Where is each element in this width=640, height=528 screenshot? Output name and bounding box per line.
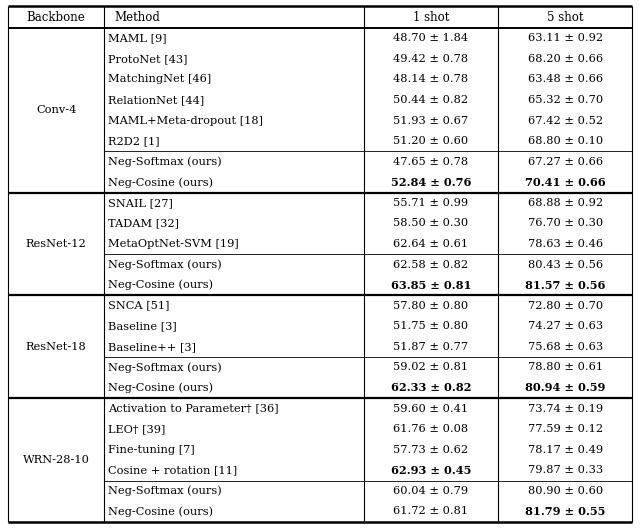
Text: 78.80 ± 0.61: 78.80 ± 0.61 <box>527 362 603 372</box>
Text: 80.43 ± 0.56: 80.43 ± 0.56 <box>527 260 603 269</box>
Text: RelationNet [44]: RelationNet [44] <box>108 95 205 105</box>
Text: 1 shot: 1 shot <box>413 11 449 24</box>
Text: 79.87 ± 0.33: 79.87 ± 0.33 <box>527 465 603 475</box>
Text: SNAIL [27]: SNAIL [27] <box>108 198 173 208</box>
Text: Neg-Softmax (ours): Neg-Softmax (ours) <box>108 486 222 496</box>
Text: TADAM [32]: TADAM [32] <box>108 219 179 229</box>
Text: 65.32 ± 0.70: 65.32 ± 0.70 <box>527 95 603 105</box>
Text: Backbone: Backbone <box>27 11 86 24</box>
Text: Fine-tuning [7]: Fine-tuning [7] <box>108 445 195 455</box>
Text: Neg-Softmax (ours): Neg-Softmax (ours) <box>108 156 222 167</box>
Text: 76.70 ± 0.30: 76.70 ± 0.30 <box>527 219 603 229</box>
Text: 59.60 ± 0.41: 59.60 ± 0.41 <box>394 403 468 413</box>
Text: Cosine + rotation [11]: Cosine + rotation [11] <box>108 465 237 475</box>
Text: Conv-4: Conv-4 <box>36 105 76 115</box>
Text: 55.71 ± 0.99: 55.71 ± 0.99 <box>394 198 468 208</box>
Text: 48.70 ± 1.84: 48.70 ± 1.84 <box>394 33 468 43</box>
Text: 62.33 ± 0.82: 62.33 ± 0.82 <box>390 382 471 393</box>
Text: 77.59 ± 0.12: 77.59 ± 0.12 <box>527 424 603 434</box>
Text: Neg-Softmax (ours): Neg-Softmax (ours) <box>108 259 222 270</box>
Text: 62.93 ± 0.45: 62.93 ± 0.45 <box>390 465 471 476</box>
Text: Method: Method <box>115 11 161 24</box>
Text: 62.58 ± 0.82: 62.58 ± 0.82 <box>394 260 468 269</box>
Text: 5 shot: 5 shot <box>547 11 584 24</box>
Text: 59.02 ± 0.81: 59.02 ± 0.81 <box>394 362 468 372</box>
Text: LEO† [39]: LEO† [39] <box>108 424 166 434</box>
Text: 67.42 ± 0.52: 67.42 ± 0.52 <box>527 116 603 126</box>
Text: 61.72 ± 0.81: 61.72 ± 0.81 <box>394 506 468 516</box>
Text: 81.79 ± 0.55: 81.79 ± 0.55 <box>525 506 605 517</box>
Text: 52.84 ± 0.76: 52.84 ± 0.76 <box>390 177 471 188</box>
Text: 47.65 ± 0.78: 47.65 ± 0.78 <box>394 157 468 167</box>
Text: 68.20 ± 0.66: 68.20 ± 0.66 <box>527 54 603 64</box>
Text: R2D2 [1]: R2D2 [1] <box>108 136 160 146</box>
Text: MetaOptNet-SVM [19]: MetaOptNet-SVM [19] <box>108 239 239 249</box>
Text: 61.76 ± 0.08: 61.76 ± 0.08 <box>394 424 468 434</box>
Text: Baseline++ [3]: Baseline++ [3] <box>108 342 196 352</box>
Text: MAML [9]: MAML [9] <box>108 33 167 43</box>
Text: ResNet-12: ResNet-12 <box>26 239 86 249</box>
Text: 62.64 ± 0.61: 62.64 ± 0.61 <box>394 239 468 249</box>
Text: 58.50 ± 0.30: 58.50 ± 0.30 <box>394 219 468 229</box>
Text: ResNet-18: ResNet-18 <box>26 342 86 352</box>
Text: 63.48 ± 0.66: 63.48 ± 0.66 <box>527 74 603 84</box>
Text: 68.80 ± 0.10: 68.80 ± 0.10 <box>527 136 603 146</box>
Text: Baseline [3]: Baseline [3] <box>108 321 177 331</box>
Text: SNCA [51]: SNCA [51] <box>108 300 170 310</box>
Text: Neg-Cosine (ours): Neg-Cosine (ours) <box>108 506 214 517</box>
Text: 51.87 ± 0.77: 51.87 ± 0.77 <box>394 342 468 352</box>
Text: Neg-Cosine (ours): Neg-Cosine (ours) <box>108 280 214 290</box>
Text: Neg-Cosine (ours): Neg-Cosine (ours) <box>108 177 214 187</box>
Text: 68.88 ± 0.92: 68.88 ± 0.92 <box>527 198 603 208</box>
Text: 78.17 ± 0.49: 78.17 ± 0.49 <box>527 445 603 455</box>
Text: 80.90 ± 0.60: 80.90 ± 0.60 <box>527 486 603 496</box>
Text: 78.63 ± 0.46: 78.63 ± 0.46 <box>527 239 603 249</box>
Text: MAML+Meta-dropout [18]: MAML+Meta-dropout [18] <box>108 116 263 126</box>
Text: WRN-28-10: WRN-28-10 <box>22 455 90 465</box>
Text: 73.74 ± 0.19: 73.74 ± 0.19 <box>527 403 603 413</box>
Text: 63.11 ± 0.92: 63.11 ± 0.92 <box>527 33 603 43</box>
Text: 51.93 ± 0.67: 51.93 ± 0.67 <box>394 116 468 126</box>
Text: 70.41 ± 0.66: 70.41 ± 0.66 <box>525 177 605 188</box>
Text: 57.80 ± 0.80: 57.80 ± 0.80 <box>394 300 468 310</box>
Text: 60.04 ± 0.79: 60.04 ± 0.79 <box>394 486 468 496</box>
Text: 80.94 ± 0.59: 80.94 ± 0.59 <box>525 382 605 393</box>
Text: 75.68 ± 0.63: 75.68 ± 0.63 <box>527 342 603 352</box>
Text: 81.57 ± 0.56: 81.57 ± 0.56 <box>525 280 605 290</box>
Text: ProtoNet [43]: ProtoNet [43] <box>108 54 188 64</box>
Text: 74.27 ± 0.63: 74.27 ± 0.63 <box>527 321 603 331</box>
Text: MatchingNet [46]: MatchingNet [46] <box>108 74 212 84</box>
Text: 63.85 ± 0.81: 63.85 ± 0.81 <box>390 280 471 290</box>
Text: 57.73 ± 0.62: 57.73 ± 0.62 <box>394 445 468 455</box>
Text: 51.75 ± 0.80: 51.75 ± 0.80 <box>394 321 468 331</box>
Text: 48.14 ± 0.78: 48.14 ± 0.78 <box>394 74 468 84</box>
Text: 50.44 ± 0.82: 50.44 ± 0.82 <box>394 95 468 105</box>
Text: Neg-Cosine (ours): Neg-Cosine (ours) <box>108 383 214 393</box>
Text: 51.20 ± 0.60: 51.20 ± 0.60 <box>394 136 468 146</box>
Text: 67.27 ± 0.66: 67.27 ± 0.66 <box>527 157 603 167</box>
Text: 49.42 ± 0.78: 49.42 ± 0.78 <box>394 54 468 64</box>
Text: Neg-Softmax (ours): Neg-Softmax (ours) <box>108 362 222 373</box>
Text: 72.80 ± 0.70: 72.80 ± 0.70 <box>527 300 603 310</box>
Text: Activation to Parameter† [36]: Activation to Parameter† [36] <box>108 403 279 413</box>
